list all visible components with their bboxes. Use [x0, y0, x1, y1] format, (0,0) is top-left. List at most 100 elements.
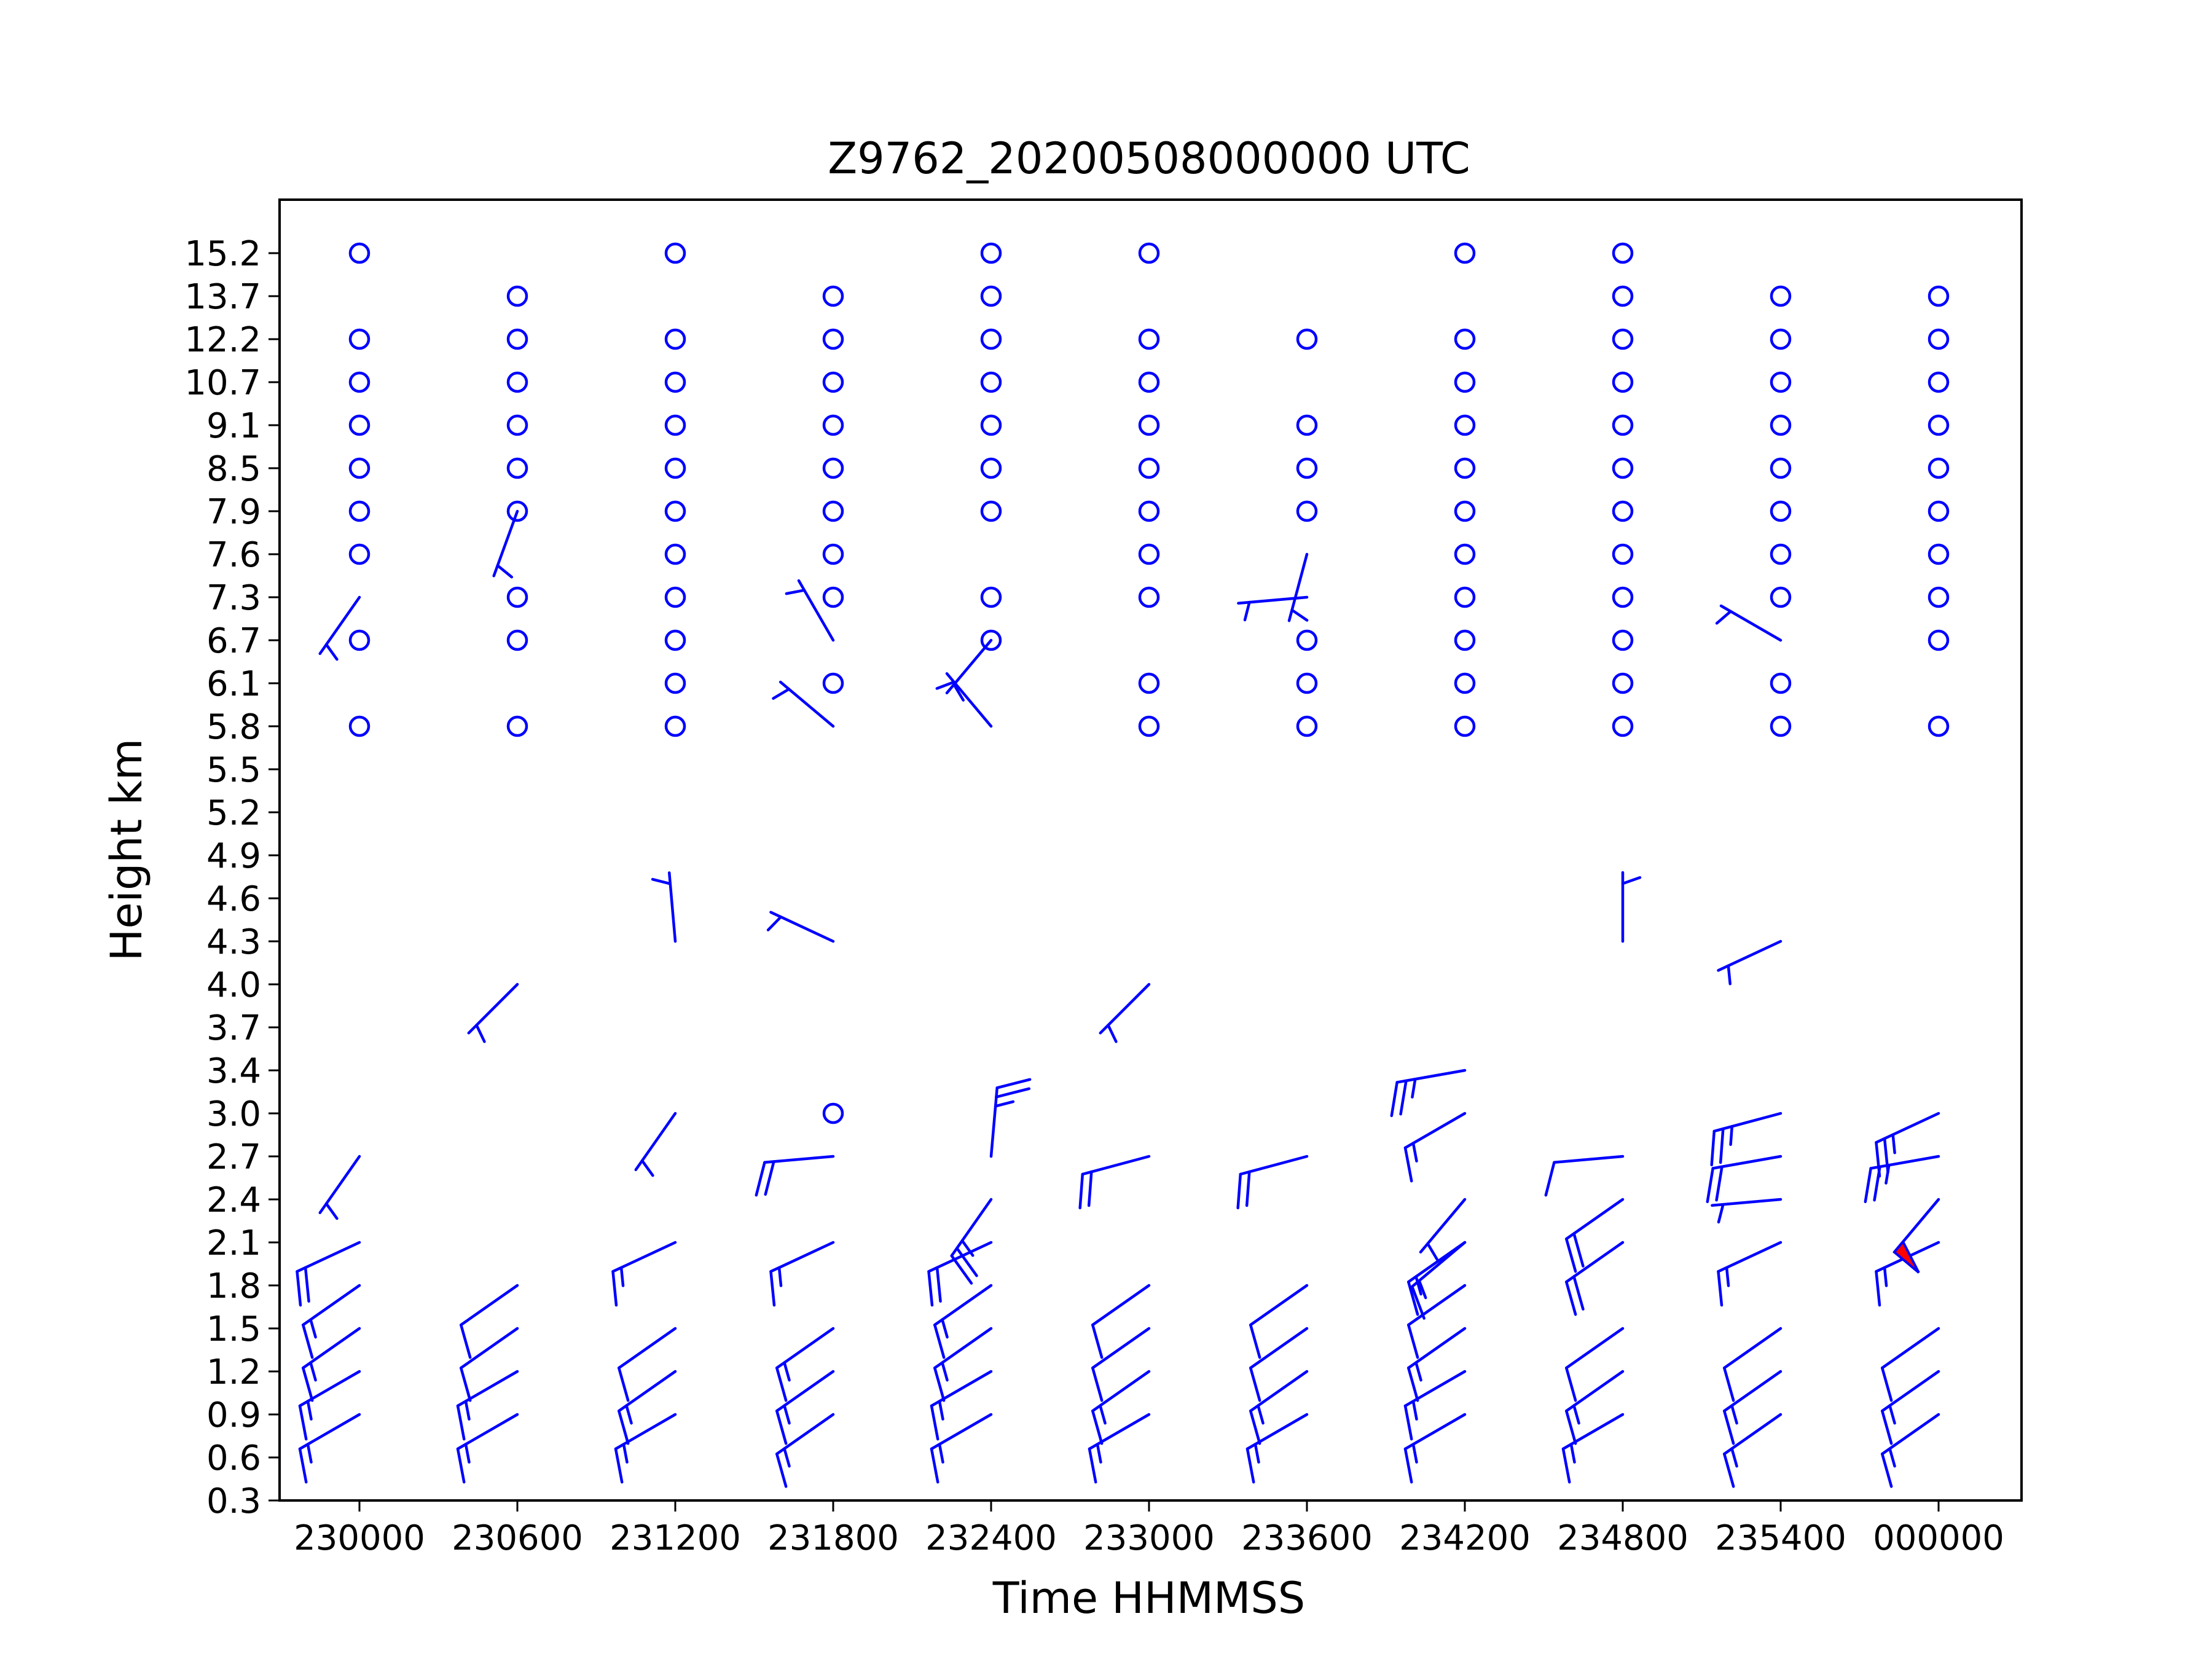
y-tick-label: 3.7	[206, 1008, 261, 1048]
calm-wind-marker	[980, 629, 1002, 651]
calm-wind-marker	[348, 543, 371, 565]
calm-wind-marker	[1454, 371, 1476, 393]
wind-barb	[1407, 1327, 1467, 1402]
wind-barb	[1723, 1327, 1783, 1402]
calm-wind-marker	[1770, 672, 1792, 694]
calm-wind-marker	[822, 414, 844, 436]
wind-barb	[1403, 1413, 1467, 1484]
calm-wind-marker	[1928, 543, 1950, 565]
wind-barb	[1710, 1112, 1783, 1167]
wind-barb	[1717, 939, 1783, 986]
wind-barb	[298, 1413, 361, 1484]
wind-barb	[651, 871, 677, 943]
calm-wind-marker	[664, 500, 686, 522]
y-tick-label: 9.1	[206, 406, 261, 446]
y-tick-label: 0.9	[206, 1395, 261, 1435]
wind-barb	[1881, 1370, 1940, 1445]
wind-barb	[766, 911, 835, 943]
calm-wind-marker	[1928, 328, 1950, 350]
wind-barb	[456, 1413, 519, 1484]
wind-barb	[1287, 552, 1309, 622]
wind-barb	[318, 595, 361, 661]
x-tick-label: 231800	[767, 1518, 899, 1558]
wind-barb	[456, 1370, 519, 1441]
wind-barb	[611, 1241, 677, 1307]
calm-wind-marker	[1770, 543, 1792, 565]
x-tick-label: 230600	[452, 1518, 583, 1558]
calm-wind-marker	[1454, 715, 1476, 737]
wind-barb	[298, 1370, 361, 1441]
x-axis-ticks: 230000 230600 231200 231800 232400 233000 2336…	[294, 1500, 2004, 1558]
calm-wind-marker	[1928, 414, 1950, 436]
wind-barb	[769, 1241, 835, 1307]
calm-wind-marker	[348, 629, 371, 651]
calm-wind-marker	[664, 242, 686, 264]
calm-wind-marker	[822, 672, 844, 694]
calm-wind-marker	[506, 414, 528, 436]
calm-wind-marker	[980, 242, 1002, 264]
calm-wind-marker	[822, 1102, 844, 1124]
y-tick-label: 2.7	[206, 1137, 261, 1177]
wind-barb	[1706, 1155, 1783, 1204]
wind-barb	[1091, 1284, 1151, 1359]
calm-wind-marker	[822, 285, 844, 307]
wind-barb	[1249, 1284, 1309, 1359]
calm-wind-marker	[506, 586, 528, 608]
calm-wind-marker	[1928, 500, 1950, 522]
calm-wind-marker	[1296, 629, 1318, 651]
y-tick-label: 8.5	[206, 449, 261, 489]
calm-wind-marker	[1928, 715, 1950, 737]
wind-barb	[318, 1155, 361, 1220]
wind-barb	[1099, 982, 1151, 1043]
wind-barb	[1390, 1069, 1467, 1118]
wind-barb	[302, 1284, 361, 1359]
wind-barb	[1723, 1370, 1783, 1445]
calm-wind-marker	[1454, 629, 1476, 651]
calm-wind-marker	[1770, 457, 1792, 479]
wind-barb	[930, 1413, 993, 1484]
x-tick-label: 233600	[1241, 1518, 1373, 1558]
y-tick-label: 7.9	[206, 492, 261, 532]
wind-barb	[1403, 1112, 1467, 1183]
wind-barb	[1419, 1198, 1467, 1261]
wind-barb	[1715, 604, 1783, 642]
wind-barb	[775, 1327, 835, 1402]
calm-wind-marker	[664, 672, 686, 694]
y-tick-label: 1.8	[206, 1266, 261, 1306]
calm-wind-marker	[1296, 457, 1318, 479]
y-tick-label: 4.3	[206, 922, 261, 962]
y-axis-ticks: 0.30.60.91.21.51.82.12.42.73.03.43.74.04…	[184, 234, 280, 1521]
calm-wind-marker	[1612, 328, 1634, 350]
calm-wind-marker	[1296, 715, 1318, 737]
y-tick-label: 1.2	[206, 1352, 261, 1392]
wind-barb	[927, 1241, 993, 1307]
wind-barb	[933, 1327, 993, 1402]
calm-wind-marker	[1612, 543, 1634, 565]
calm-wind-marker	[506, 500, 528, 522]
y-tick-label: 7.6	[206, 535, 261, 575]
wind-barb	[1621, 871, 1642, 943]
calm-wind-marker	[1138, 328, 1160, 350]
calm-wind-marker	[664, 543, 686, 565]
y-tick-label: 0.6	[206, 1438, 261, 1478]
calm-wind-marker	[1612, 586, 1634, 608]
calm-wind-marker	[1770, 285, 1792, 307]
calm-wind-marker	[506, 457, 528, 479]
wind-barb	[1875, 1112, 1940, 1178]
x-tick-label: 230000	[294, 1518, 425, 1558]
y-tick-label: 7.3	[206, 578, 261, 618]
calm-wind-marker	[506, 371, 528, 393]
wind-barb	[1249, 1370, 1309, 1445]
wind-barb	[1407, 1241, 1467, 1316]
calm-wind-marker	[1454, 543, 1476, 565]
calm-wind-marker	[822, 543, 844, 565]
wind-barb	[1091, 1370, 1151, 1445]
calm-wind-marker	[1612, 285, 1634, 307]
calm-wind-marker	[1138, 242, 1160, 264]
wind-barb	[302, 1327, 361, 1402]
x-tick-label: 235400	[1715, 1518, 1846, 1558]
calm-wind-marker	[1770, 328, 1792, 350]
calm-wind-marker	[664, 371, 686, 393]
calm-wind-marker	[1612, 500, 1634, 522]
calm-wind-marker	[1612, 242, 1634, 264]
